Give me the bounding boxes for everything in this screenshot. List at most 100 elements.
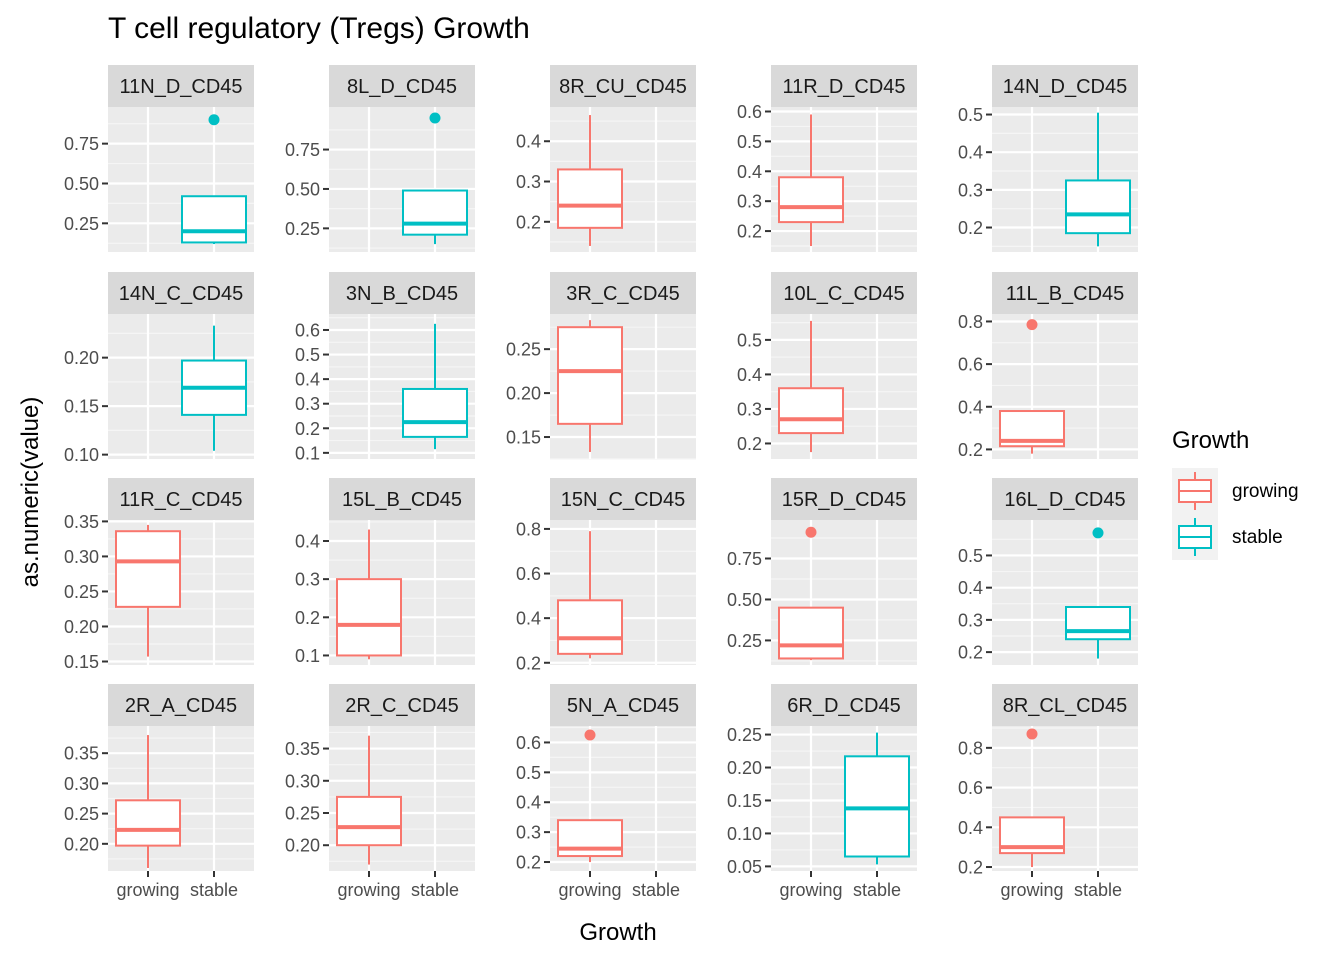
panel: 10L_C_CD45 0.2 0.3 0.4 0.5: [737, 272, 917, 459]
y-tick-label: 0.6: [958, 778, 983, 798]
y-tick-label: 0.2: [737, 222, 762, 242]
y-tick-label: 0.4: [958, 818, 983, 838]
box-growing: [557, 115, 623, 246]
x-tick-label: growing: [1000, 880, 1063, 900]
y-tick-label: 0.50: [727, 590, 762, 610]
y-tick-label: 0.50: [285, 179, 320, 199]
box-growing: [557, 531, 623, 659]
y-tick-label: 0.20: [506, 384, 541, 404]
y-tick-label: 0.15: [64, 397, 99, 417]
y-tick-label: 0.2: [516, 653, 541, 673]
y-tick-label: 0.05: [727, 857, 762, 877]
strip-background: [329, 272, 475, 314]
y-tick-label: 0.35: [64, 512, 99, 532]
strip-label: 16L_D_CD45: [1004, 489, 1125, 511]
box-growing: [115, 524, 181, 657]
y-tick-label: 0.75: [64, 134, 99, 154]
strip-label: 14N_C_CD45: [119, 283, 244, 305]
panel: 8R_CL_CD45 0.2 0.4 0.6 0.8 growing stable: [958, 684, 1138, 900]
y-tick-label: 0.2: [958, 440, 983, 460]
x-tick-label: stable: [411, 880, 459, 900]
box-body: [1065, 606, 1131, 641]
strip-label: 8R_CL_CD45: [1003, 695, 1128, 717]
y-tick-label: 0.5: [737, 330, 762, 350]
strip-background: [329, 684, 475, 726]
panel: 11L_B_CD45 0.2 0.4 0.6 0.8: [958, 272, 1138, 460]
box-body: [181, 195, 247, 244]
outlier-point: [584, 729, 596, 741]
panel-grid: 11N_D_CD45 0.25 0.50 0.75 8L_D_CD45 0.25 0.50 0…: [64, 65, 1138, 900]
y-tick-label: 0.4: [295, 370, 320, 390]
box-growing: [336, 529, 402, 660]
strip-label: 3N_B_CD45: [346, 283, 458, 305]
y-tick-label: 0.2: [295, 419, 320, 439]
panel: 14N_D_CD45 0.2 0.3 0.4 0.5: [958, 65, 1138, 252]
box-growing: [999, 319, 1065, 454]
y-tick-label: 0.25: [506, 340, 541, 360]
panel: 8L_D_CD45 0.25 0.50 0.75: [285, 65, 475, 252]
x-tick-label: stable: [1074, 880, 1122, 900]
strip-background: [771, 684, 917, 726]
y-tick-label: 0.4: [958, 143, 983, 163]
box-body: [557, 819, 623, 858]
y-tick-label: 0.1: [295, 443, 320, 463]
strip-label: 11L_B_CD45: [1006, 283, 1125, 305]
strip-background: [550, 684, 696, 726]
y-tick-label: 0.75: [285, 140, 320, 160]
panel: 8R_CU_CD45 0.2 0.3 0.4: [516, 65, 696, 252]
y-tick-label: 0.25: [285, 804, 320, 824]
strip-label: 8R_CU_CD45: [559, 76, 687, 98]
legend-label: stable: [1232, 527, 1283, 548]
legend-title: Growth: [1172, 427, 1249, 454]
box-body: [336, 795, 402, 847]
strip-label: 6R_D_CD45: [787, 695, 900, 717]
strip-label: 15L_B_CD45: [342, 489, 462, 511]
strip-background: [108, 65, 254, 107]
y-tick-label: 0.4: [737, 365, 762, 385]
box-stable: [1065, 527, 1131, 659]
panel: 16L_D_CD45 0.2 0.3 0.4 0.5: [958, 478, 1138, 665]
y-tick-label: 0.75: [727, 549, 762, 569]
box-growing: [557, 320, 623, 452]
y-tick-label: 0.6: [737, 102, 762, 122]
strip-background: [992, 478, 1138, 520]
box-body: [402, 387, 468, 438]
y-tick-label: 0.30: [64, 547, 99, 567]
y-tick-label: 0.2: [958, 218, 983, 238]
legend-key-growing: growing: [1172, 468, 1299, 514]
strip-label: 15N_C_CD45: [561, 489, 686, 511]
strip-background: [771, 478, 917, 520]
box-body: [115, 530, 181, 608]
outlier-point: [429, 112, 441, 124]
strip-label: 8L_D_CD45: [347, 76, 457, 98]
outlier-point: [1092, 527, 1104, 539]
y-tick-label: 0.2: [516, 212, 541, 232]
box-stable: [402, 323, 468, 450]
strip-label: 5N_A_CD45: [567, 695, 679, 717]
strip-background: [771, 272, 917, 314]
strip-background: [550, 65, 696, 107]
box-stable: [402, 112, 468, 245]
y-tick-label: 0.5: [295, 345, 320, 365]
strip-background: [992, 272, 1138, 314]
x-tick-label: growing: [337, 880, 400, 900]
y-tick-label: 0.4: [958, 578, 983, 598]
y-tick-label: 0.25: [64, 582, 99, 602]
panel: 15L_B_CD45 0.1 0.2 0.3 0.4: [295, 478, 475, 666]
box-stable: [181, 325, 247, 451]
strip-background: [992, 684, 1138, 726]
panel: 11R_D_CD45 0.2 0.3 0.4 0.5 0.6: [737, 65, 917, 252]
box-body: [557, 326, 623, 425]
box-growing: [778, 526, 844, 661]
y-tick-label: 0.2: [295, 608, 320, 628]
y-tick-label: 0.3: [737, 192, 762, 212]
box-growing: [557, 729, 623, 863]
panel: 11N_D_CD45 0.25 0.50 0.75: [64, 65, 254, 252]
x-tick-label: growing: [558, 880, 621, 900]
y-tick-label: 0.15: [727, 791, 762, 811]
y-tick-label: 0.4: [516, 609, 541, 629]
y-tick-label: 0.3: [516, 172, 541, 192]
y-tick-label: 0.3: [295, 570, 320, 590]
y-tick-label: 0.5: [516, 763, 541, 783]
